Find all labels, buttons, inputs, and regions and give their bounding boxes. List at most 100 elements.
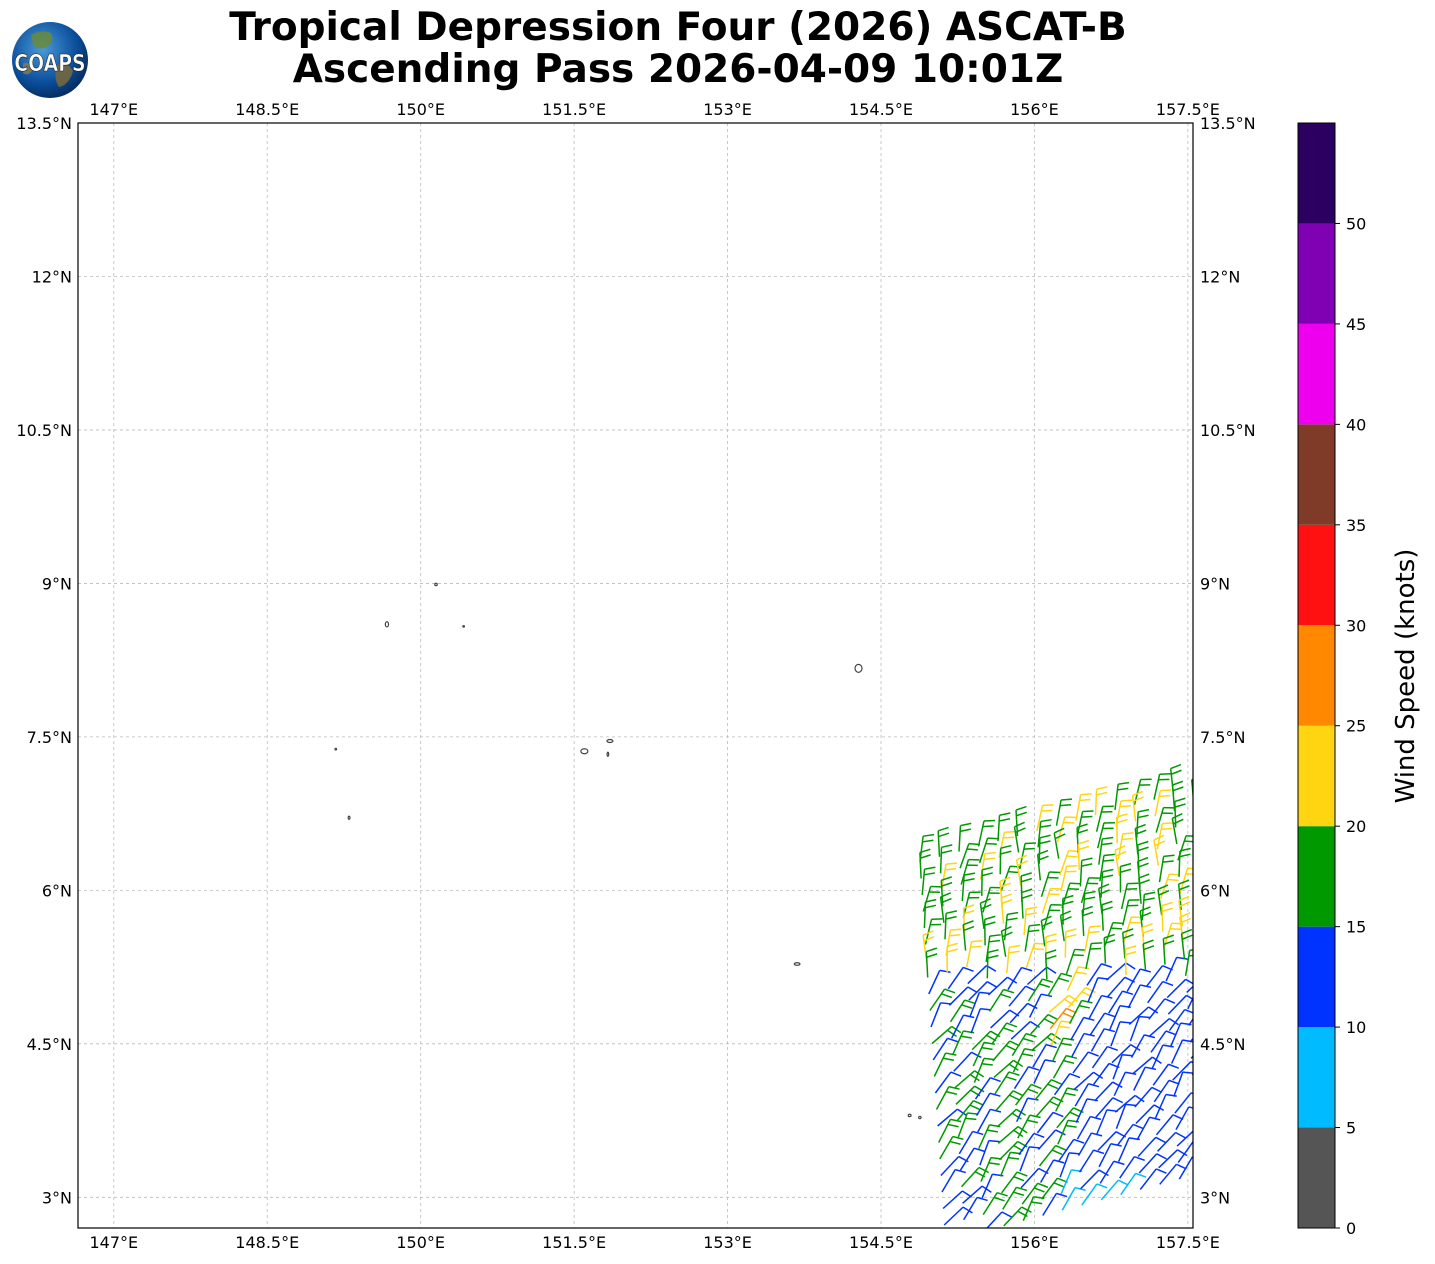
wind-barb (1131, 790, 1144, 822)
island (434, 582, 438, 587)
wind-barb (992, 1040, 1020, 1062)
wind-barb (1040, 871, 1061, 898)
colorbar-swatch (1298, 223, 1335, 324)
wind-barb (995, 1090, 1024, 1111)
wind-barb (1061, 1186, 1086, 1211)
wind-barb (999, 844, 1012, 875)
wind-barb (1138, 1153, 1167, 1174)
wind-barb (1186, 985, 1193, 993)
wind-barb (1047, 972, 1073, 997)
wind-barb (1021, 1182, 1049, 1205)
wind-barb (971, 1030, 1001, 1051)
island (580, 748, 589, 755)
wind-barb (1020, 1167, 1049, 1189)
wind-barb (1168, 1008, 1193, 1032)
wind-barb (1058, 1138, 1085, 1162)
wind-barb (1030, 1013, 1059, 1035)
lon-tick-label-top: 150°E (396, 100, 445, 119)
wind-barb (1026, 966, 1057, 986)
wind-barb (935, 1085, 960, 1110)
wind-barb (1015, 854, 1028, 886)
wind-barb (930, 1002, 952, 1028)
colorbar-swatch (1298, 424, 1335, 525)
island (462, 624, 466, 628)
colorbar-swatch (1298, 524, 1335, 626)
lat-tick-label-right: 4.5°N (1200, 1035, 1245, 1054)
wind-barb (938, 1118, 962, 1143)
wind-barb (1059, 910, 1072, 942)
wind-barb (1153, 1079, 1180, 1103)
wind-barb (1170, 1039, 1193, 1064)
wind-barb (1019, 1146, 1041, 1172)
wind-barb (1121, 899, 1140, 926)
wind-barb (1098, 1142, 1122, 1168)
wind-barb (1095, 805, 1114, 832)
island (606, 751, 610, 757)
wind-barb (948, 986, 978, 1006)
wind-barb (1100, 1179, 1129, 1201)
wind-barb (1162, 934, 1175, 965)
island (606, 738, 614, 744)
wind-barb (1139, 1168, 1167, 1190)
wind-barb (1094, 1081, 1123, 1102)
wind-barb (1071, 1032, 1095, 1057)
wind-barb (983, 915, 996, 946)
wind-barb (1048, 994, 1079, 1013)
wind-barb (1116, 813, 1128, 844)
wind-barb (944, 910, 957, 940)
lon-tick-label-top: 154.5°E (849, 100, 913, 119)
wind-barb (1016, 1097, 1039, 1123)
wind-barb (1161, 901, 1173, 932)
colorbar-tick-label: 30 (1346, 616, 1366, 635)
wind-barb (1119, 862, 1132, 893)
wind-barb (1037, 1129, 1066, 1150)
wind-barb (1056, 1107, 1084, 1129)
wind-barb (1196, 1107, 1225, 1124)
map-frame (77, 122, 1194, 1229)
lat-tick-label-right: 3°N (1200, 1188, 1230, 1207)
wind-barb (1116, 1123, 1144, 1146)
wind-barb (986, 949, 999, 979)
wind-barb (978, 1124, 1001, 1149)
wind-barb (982, 1191, 1008, 1216)
wind-barb (956, 1099, 984, 1122)
wind-barb (1013, 1066, 1040, 1090)
wind-barb (1108, 990, 1134, 1014)
wind-barb (1192, 1090, 1193, 1092)
wind-barb (1095, 1097, 1124, 1118)
wind-barb (1119, 1155, 1145, 1179)
wind-barb (1117, 832, 1134, 860)
wind-barb (1038, 1144, 1067, 1167)
wind-barb (953, 1051, 982, 1072)
wind-barb (1015, 1083, 1042, 1106)
wind-barb (925, 947, 938, 978)
lat-tick-label-left: 10.5°N (16, 421, 72, 440)
wind-barb (1002, 1186, 1028, 1210)
wind-barb (1099, 853, 1115, 882)
wind-barb (937, 1108, 967, 1127)
wind-barb (1153, 834, 1166, 866)
wind-barb (987, 976, 1018, 996)
island (334, 747, 338, 751)
wind-barb (1024, 923, 1041, 952)
wind-barb (1184, 949, 1193, 977)
wind-barb (1091, 1045, 1118, 1069)
wind-barb (1018, 1132, 1045, 1156)
wind-barb (1027, 978, 1054, 1002)
lon-tick-label-bottom: 157.5°E (1156, 1233, 1220, 1252)
wind-barb (1077, 1132, 1103, 1156)
map-title: Tropical Depression Four (2026) ASCAT-B (229, 5, 1127, 50)
wind-barb (1059, 1152, 1081, 1178)
wind-barb (1134, 1086, 1163, 1108)
colorbar-title: Wind Speed (knots) (1391, 548, 1421, 804)
island (347, 815, 351, 820)
wind-barb (1187, 996, 1193, 1010)
wind-barb (988, 988, 1015, 1012)
island-group (334, 582, 922, 1120)
wind-barb (934, 1071, 962, 1094)
wind-barb (1165, 956, 1188, 982)
wind-barb (1129, 1015, 1151, 1042)
wind-barb (943, 1206, 973, 1226)
wind-barb (1136, 1116, 1161, 1141)
wind-barb (981, 866, 994, 896)
